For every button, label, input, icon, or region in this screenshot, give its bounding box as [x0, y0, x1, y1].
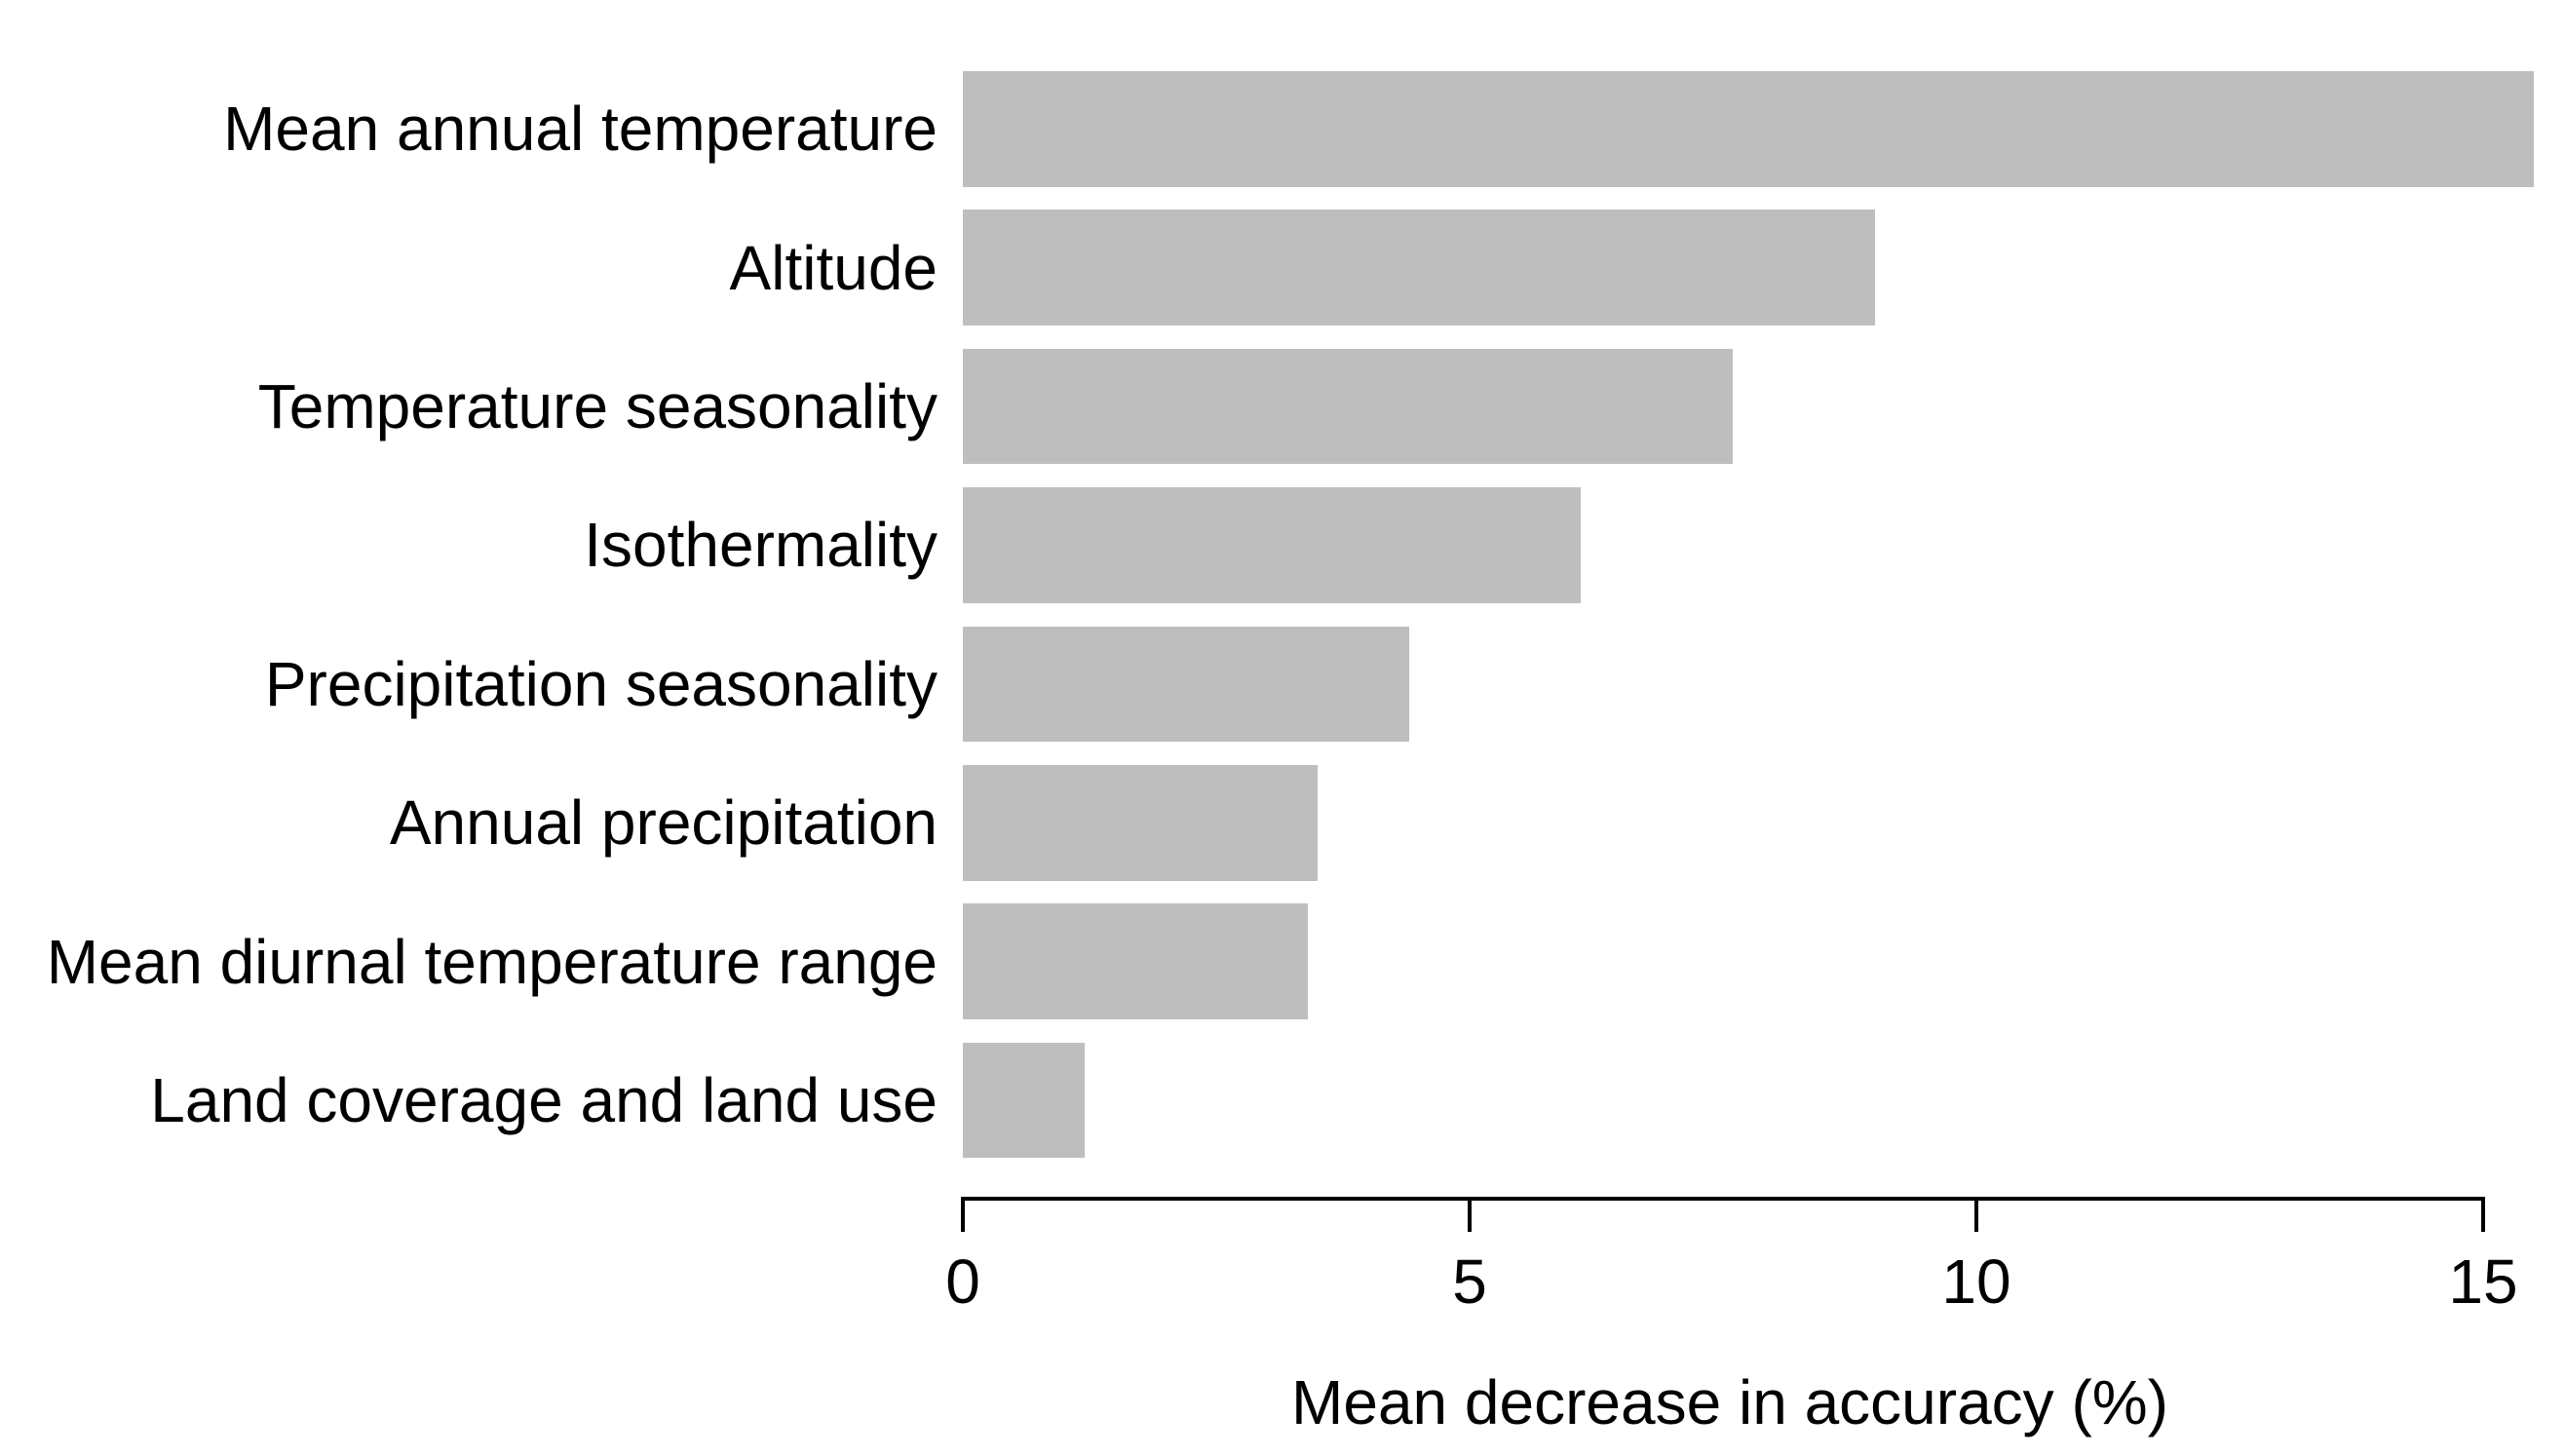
bar-row: Mean diurnal temperature range — [0, 903, 2565, 1019]
category-label: Altitude — [729, 232, 938, 303]
bar — [963, 348, 1734, 465]
bar — [963, 210, 1875, 326]
x-axis-tick-label: 5 — [1452, 1246, 1487, 1317]
bar-row: Precipitation seasonality — [0, 626, 2565, 743]
x-axis-tick — [1974, 1197, 1978, 1232]
x-axis-tick-label: 0 — [945, 1246, 980, 1317]
bar-row: Temperature seasonality — [0, 348, 2565, 465]
bar — [963, 71, 2534, 187]
x-axis-tick-label: 10 — [1941, 1246, 2011, 1317]
x-axis-line — [961, 1197, 2485, 1201]
category-label: Mean annual temperature — [223, 94, 938, 165]
bar — [963, 765, 1318, 881]
x-axis-tick — [961, 1197, 965, 1232]
category-label: Isothermality — [584, 510, 938, 581]
bar-row: Altitude — [0, 210, 2565, 326]
bar — [963, 1042, 1085, 1159]
category-label: Mean diurnal temperature range — [46, 926, 938, 997]
bar — [963, 626, 1409, 743]
bar-row: Annual precipitation — [0, 765, 2565, 881]
bar — [963, 903, 1308, 1019]
x-axis-tick — [2481, 1197, 2485, 1232]
category-label: Annual precipitation — [389, 787, 938, 859]
bar-row: Mean annual temperature — [0, 71, 2565, 187]
category-label: Temperature seasonality — [257, 371, 938, 442]
bar-row: Land coverage and land use — [0, 1042, 2565, 1159]
category-label: Land coverage and land use — [150, 1065, 938, 1136]
x-axis-tick-label: 15 — [2448, 1246, 2518, 1317]
x-axis-title: Mean decrease in accuracy (%) — [1291, 1367, 2168, 1437]
bar — [963, 487, 1582, 603]
x-axis-tick — [1468, 1197, 1472, 1232]
bar-row: Isothermality — [0, 487, 2565, 603]
category-label: Precipitation seasonality — [264, 648, 938, 719]
